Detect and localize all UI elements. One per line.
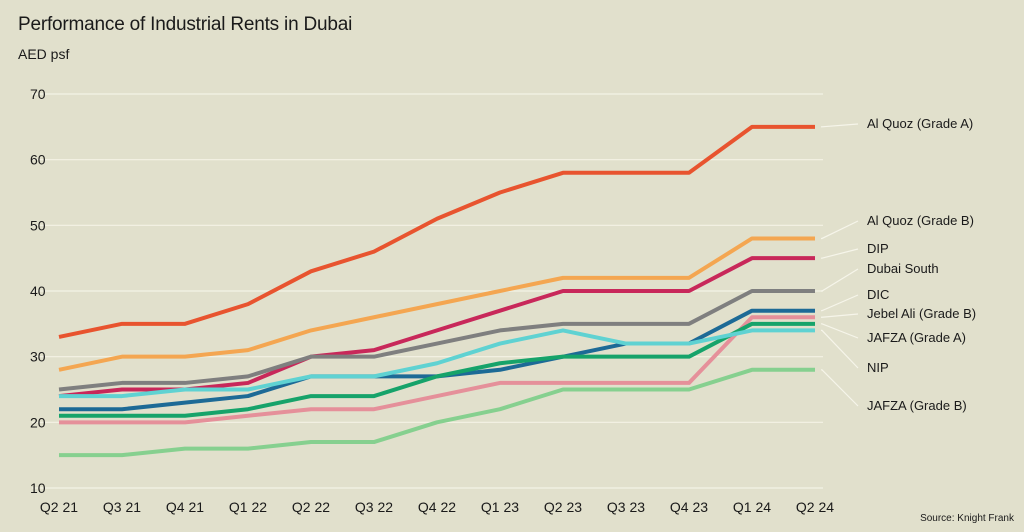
y-tick-label: 50 [30, 217, 46, 233]
chart-title: Performance of Industrial Rents in Dubai [18, 14, 353, 35]
source-note: Source: Knight Frank [920, 513, 1014, 524]
legend-leader-lines [821, 123, 859, 407]
legend: Al Quoz (Grade A) Al Quoz (Grade B) DIP Dub… [867, 116, 976, 413]
legend-item-label: Al Quoz (Grade A) [867, 116, 973, 131]
legend-item-label: Dubai South [867, 261, 939, 276]
x-tick-label: Q4 22 [418, 499, 456, 515]
x-tick-label: Q1 22 [229, 499, 267, 515]
legend-leader-line [821, 220, 859, 240]
y-tick-label: 20 [30, 414, 46, 430]
legend-leader-line [821, 313, 859, 318]
x-tick-label: Q2 24 [796, 499, 834, 515]
y-tick-label: 30 [30, 349, 46, 365]
x-tick-label: Q4 21 [166, 499, 204, 515]
legend-leader-line [821, 294, 859, 312]
legend-item-label: DIC [867, 287, 889, 302]
x-tick-label: Q3 23 [607, 499, 645, 515]
series-line [58, 124, 815, 339]
x-tick-label: Q3 22 [355, 499, 393, 515]
series-lines [58, 124, 815, 458]
legend-item-label: Al Quoz (Grade B) [867, 213, 974, 228]
series-line [59, 367, 815, 458]
legend-leader-line [821, 123, 859, 128]
legend-item-label: DIP [867, 241, 889, 256]
x-tick-label: Q2 22 [292, 499, 330, 515]
x-tick-label: Q2 21 [40, 499, 78, 515]
y-tick-label: 40 [30, 283, 46, 299]
legend-item-label: NIP [867, 360, 889, 375]
series-line [59, 321, 815, 418]
y-tick-label: 10 [30, 480, 46, 496]
x-tick-label: Q1 23 [481, 499, 519, 515]
gridlines [32, 93, 823, 489]
x-tick-label: Q4 23 [670, 499, 708, 515]
y-tick-label: 70 [30, 86, 46, 102]
x-axis-ticks: Q2 21 Q3 21 Q4 21 Q1 22 Q2 22 Q3 22 Q4 22 Q1 23… [40, 499, 834, 515]
legend-item-label: JAFZA (Grade A) [867, 330, 966, 345]
x-tick-label: Q2 23 [544, 499, 582, 515]
legend-leader-line [821, 369, 859, 407]
legend-leader-line [821, 248, 859, 259]
y-axis-unit-label: AED psf [18, 46, 70, 62]
x-tick-label: Q3 21 [103, 499, 141, 515]
legend-item-label: Jebel Ali (Grade B) [867, 306, 976, 321]
series-line [59, 315, 815, 425]
legend-leader-line [821, 323, 859, 339]
legend-leader-line [821, 268, 859, 292]
series-line [59, 328, 815, 399]
legend-item-label: JAFZA (Grade B) [867, 398, 967, 413]
series-line [58, 236, 815, 372]
x-tick-label: Q1 24 [733, 499, 771, 515]
y-axis-ticks: 10 20 30 40 50 60 70 [30, 86, 46, 496]
y-tick-label: 60 [30, 152, 46, 168]
series-line [58, 289, 815, 392]
legend-leader-line [821, 329, 859, 369]
